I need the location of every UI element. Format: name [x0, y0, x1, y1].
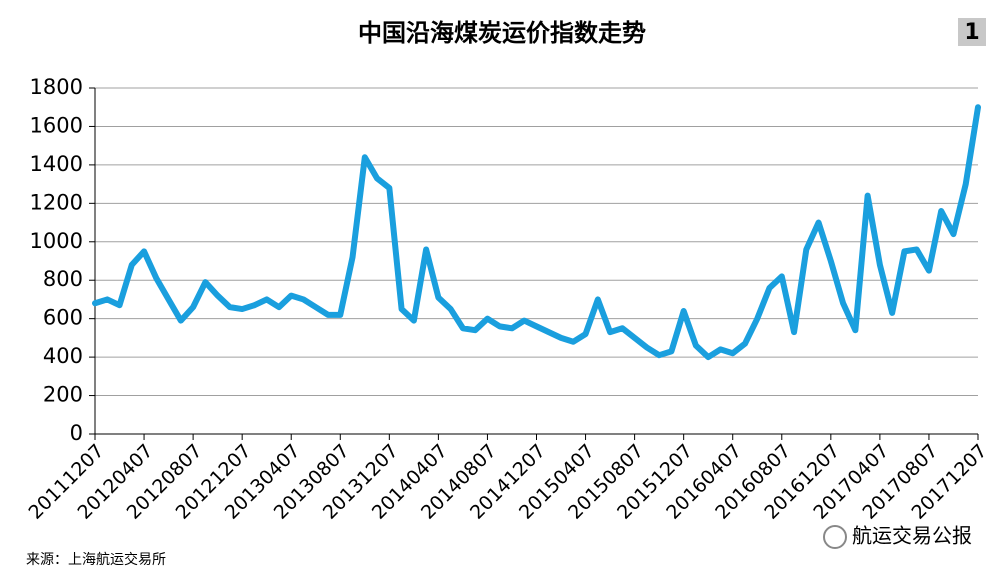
y-tick-label: 1200 [30, 190, 83, 214]
y-tick-label: 800 [43, 267, 83, 291]
y-tick-label: 200 [43, 383, 83, 407]
badge: 1 [964, 20, 979, 45]
y-tick-label: 0 [70, 421, 83, 445]
y-tick-label: 1600 [30, 113, 83, 137]
y-tick-label: 1800 [30, 75, 83, 99]
line-series [92, 104, 981, 361]
badge-box [958, 18, 986, 46]
y-tick-label: 400 [43, 344, 83, 368]
chart-title: 中国沿海煤炭运价指数走势 [358, 19, 646, 47]
watermark-icon [823, 525, 847, 549]
y-tick-label: 1400 [30, 152, 83, 176]
source: 来源：上海航运交易所 [26, 551, 166, 568]
watermark: 航运交易公报 [852, 524, 972, 548]
y-tick-label: 1000 [30, 229, 83, 253]
y-tick-label: 600 [43, 306, 83, 330]
